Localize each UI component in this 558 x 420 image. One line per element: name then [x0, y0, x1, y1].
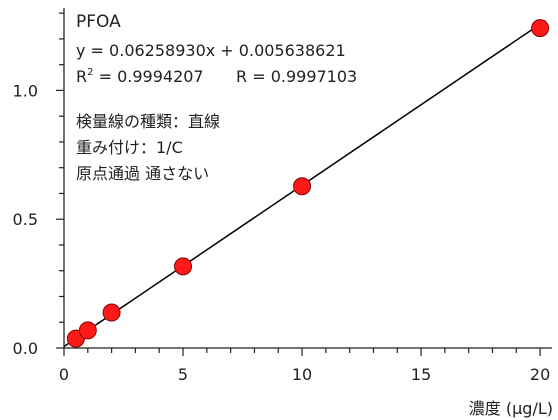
r-squared: R2 = 0.9994207 — [76, 67, 204, 86]
annotation-block: PFOA y = 0.06258930x + 0.005638621 R2 = … — [76, 12, 357, 183]
chart-title: PFOA — [76, 12, 121, 32]
data-point — [174, 257, 193, 276]
data-point — [531, 19, 550, 38]
data-point — [293, 177, 312, 196]
y-tick-label: 0.0 — [13, 339, 38, 358]
info-curve-type: 検量線の種類：直線 — [76, 112, 220, 131]
x-tick-label: 0 — [59, 365, 69, 384]
data-point — [102, 303, 121, 322]
y-tick-label: 1.0 — [13, 81, 38, 100]
tick-labels: 0 5 10 15 20 0.0 0.5 1.0 — [13, 81, 551, 384]
data-point — [78, 321, 97, 340]
x-axis-label: 濃度 (μg/L) — [469, 399, 553, 418]
x-tick-label: 5 — [178, 365, 188, 384]
y-tick-label: 0.5 — [13, 210, 38, 229]
data-points — [66, 19, 550, 348]
x-tick-label: 10 — [292, 365, 312, 384]
info-origin: 原点通過 通さない — [76, 164, 209, 183]
info-weighting: 重み付け：1/C — [76, 138, 183, 157]
fit-equation: y = 0.06258930x + 0.005638621 — [76, 41, 346, 60]
x-tick-label: 15 — [411, 365, 431, 384]
r-value: R = 0.9997103 — [236, 67, 357, 86]
axes — [56, 8, 552, 356]
x-tick-label: 20 — [530, 365, 550, 384]
